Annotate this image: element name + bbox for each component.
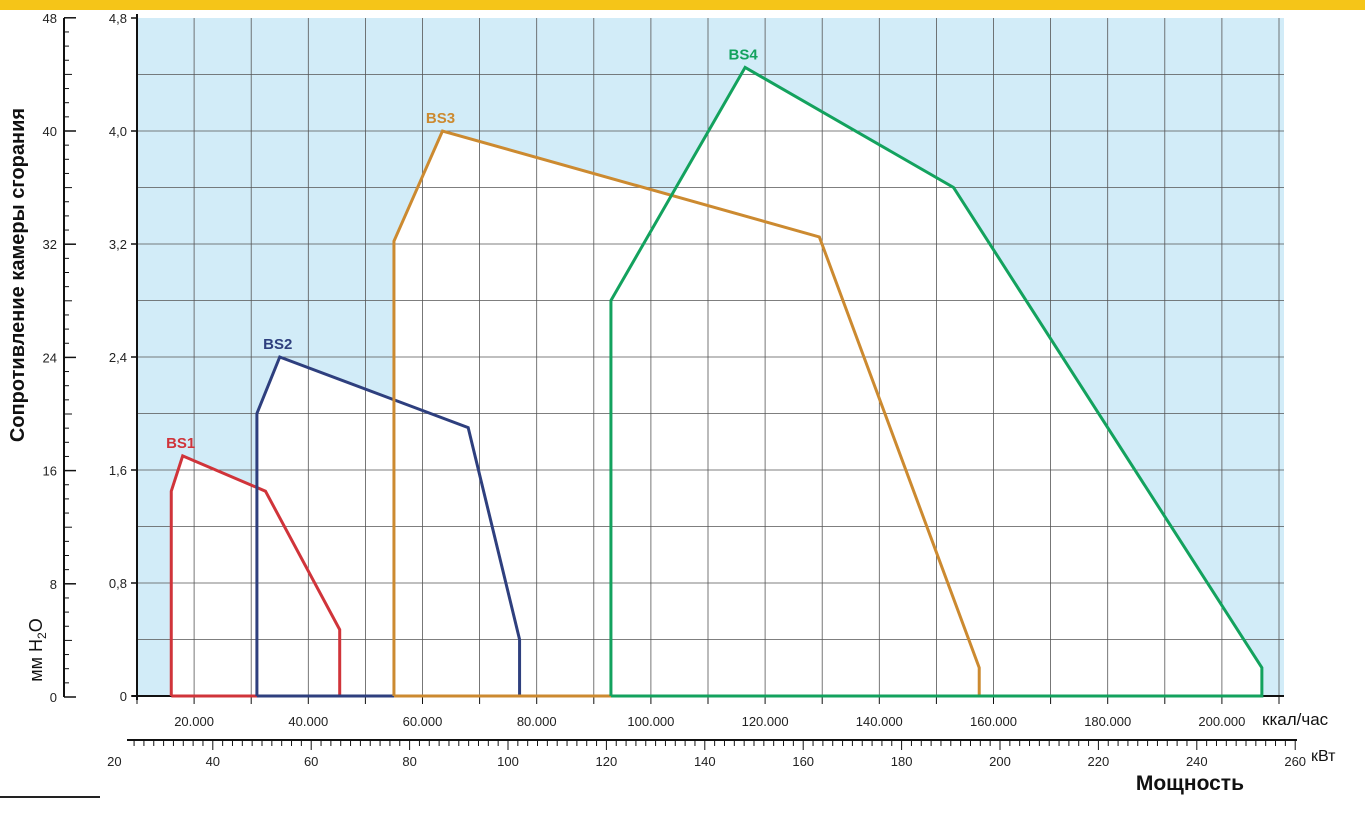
kcal-axis-tick-label: 80.000 (517, 714, 557, 729)
footer-rule (0, 796, 100, 798)
left-scale-tick-label: 48 (43, 11, 57, 26)
series-bs4-label: BS4 (729, 46, 759, 63)
kw-axis-tick-label: 40 (206, 754, 220, 769)
kw-axis-tick-label: 100 (497, 754, 519, 769)
y-left-unit: мм H2O (26, 618, 49, 681)
inner-scale-tick-label: 4,0 (109, 124, 127, 139)
inner-scale-tick-label: 4,8 (109, 11, 127, 26)
top-accent-bar (0, 0, 1365, 10)
kw-axis-tick-label: 80 (402, 754, 416, 769)
kcal-axis-tick-label: 40.000 (288, 714, 328, 729)
x-axis-kcal: 20.000 40.000 60.000 80.000 100.000 120.000 14… (136, 696, 1280, 729)
series-bs2-label: BS2 (263, 336, 292, 353)
left-scale-tick-label: 8 (50, 577, 57, 592)
kw-axis-tick-label: 60 (304, 754, 318, 769)
series-bs3-label: BS3 (426, 110, 455, 127)
inner-scale-tick-label: 0 (120, 689, 127, 704)
kw-axis-tick-label: 160 (792, 754, 814, 769)
kw-axis-tick-label: 240 (1186, 754, 1208, 769)
kw-axis-tick-label: 140 (694, 754, 716, 769)
left-scale-tick-label: 16 (43, 464, 57, 479)
series-group: BS1 BS2 BS3 BS4 (166, 46, 1264, 698)
kcal-axis-tick-label: 100.000 (627, 714, 674, 729)
kw-axis-tick-label: 20 (107, 754, 121, 769)
kcal-axis-tick-label: 180.000 (1084, 714, 1131, 729)
inner-scale: 4,8 4,0 3,2 2,4 1,6 0,8 0 (109, 11, 137, 704)
left-scale-tick-label: 32 (43, 237, 57, 252)
x-kcal-unit-label: ккал/час (1262, 710, 1329, 729)
kw-axis-tick-label: 200 (989, 754, 1011, 769)
left-scale-tick-label: 0 (50, 690, 57, 705)
inner-scale-tick-label: 3,2 (109, 237, 127, 252)
x-axis-kw: 20 40 60 80 100 120 140 160 180 200 220 240 260 (107, 739, 1306, 769)
inner-scale-tick-label: 0,8 (109, 576, 127, 591)
kcal-axis-tick-label: 20.000 (174, 714, 214, 729)
left-scale-tick-label: 24 (43, 350, 57, 365)
kcal-axis-tick-label: 160.000 (970, 714, 1017, 729)
kw-axis-tick-label: 260 (1284, 754, 1306, 769)
kw-axis-tick-label: 180 (891, 754, 913, 769)
x-kw-unit-label: кВт (1311, 748, 1336, 765)
kcal-axis-tick-label: 140.000 (856, 714, 903, 729)
kcal-axis-tick-label: 200.000 (1198, 714, 1245, 729)
left-scale: 48 40 32 24 16 8 0 (43, 11, 76, 705)
inner-scale-tick-label: 1,6 (109, 463, 127, 478)
inner-scale-tick-label: 2,4 (109, 350, 127, 365)
kw-axis-tick-label: 220 (1088, 754, 1110, 769)
series-bs1-label: BS1 (166, 435, 195, 452)
x-axis-title: Мощность (1136, 772, 1244, 795)
kcal-axis-tick-label: 60.000 (403, 714, 443, 729)
grid-lines (137, 18, 1284, 696)
left-scale-tick-label: 40 (43, 124, 57, 139)
y-left-label: Сопротивление камеры сгорания (7, 108, 29, 442)
kcal-axis-tick-label: 120.000 (742, 714, 789, 729)
kw-axis-tick-label: 120 (596, 754, 618, 769)
series-bs4-line (609, 65, 1264, 698)
